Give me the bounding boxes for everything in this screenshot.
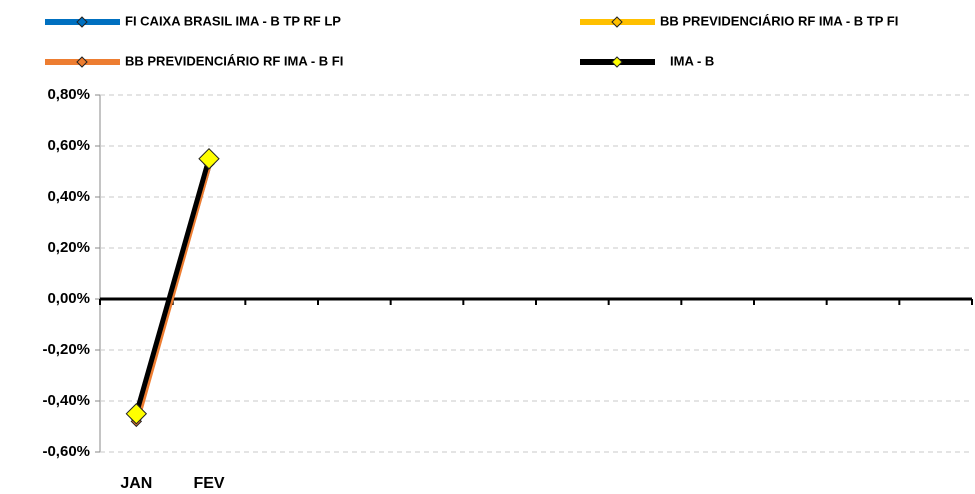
legend-label: IMA - B	[670, 53, 714, 68]
point-marker	[125, 403, 148, 425]
y-tick-label: 0,80%	[47, 86, 90, 103]
legend-label: BB PREVIDENCIÁRIO RF IMA - B TP FI	[660, 13, 898, 28]
legend-marker	[76, 16, 88, 28]
legend-marker	[611, 16, 623, 28]
y-tick-label: 0,00%	[47, 290, 90, 307]
y-tick-label: -0,60%	[42, 443, 90, 460]
legend: FI CAIXA BRASIL IMA - B TP RF LP BB PREVI…	[45, 13, 898, 68]
legend-label: FI CAIXA BRASIL IMA - B TP RF LP	[125, 13, 341, 28]
point-marker	[198, 148, 220, 170]
series-line	[133, 158, 212, 415]
legend-marker	[611, 56, 623, 68]
y-tick-label: -0,40%	[42, 392, 90, 409]
y-tick-label: 0,20%	[47, 239, 90, 256]
y-tick-label: 0,40%	[47, 188, 90, 205]
x-tick-label: FEV	[193, 475, 224, 492]
legend-label: BB PREVIDENCIÁRIO RF IMA - B FI	[125, 53, 343, 68]
y-tick-label: -0,20%	[42, 341, 90, 358]
y-tick-label: 0,60%	[47, 137, 90, 154]
x-tick-label: JAN	[120, 475, 152, 492]
legend-marker	[76, 56, 88, 68]
